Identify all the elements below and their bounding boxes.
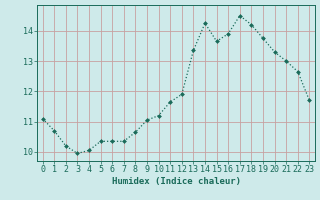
X-axis label: Humidex (Indice chaleur): Humidex (Indice chaleur) bbox=[111, 177, 241, 186]
